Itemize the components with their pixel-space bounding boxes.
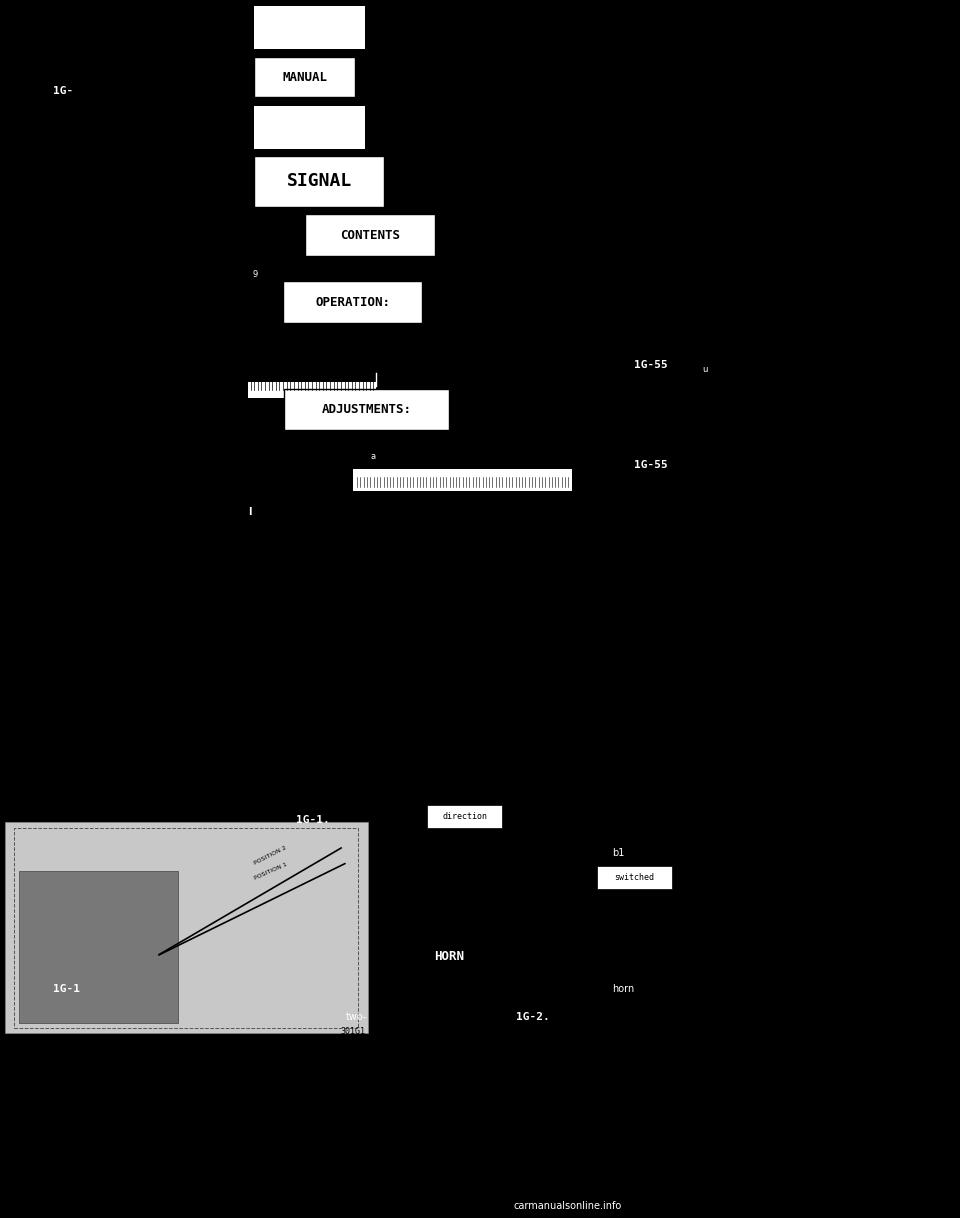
Text: 301G1: 301G1 bbox=[341, 1027, 366, 1037]
Text: two-: two- bbox=[346, 1012, 367, 1022]
FancyBboxPatch shape bbox=[254, 57, 355, 97]
FancyBboxPatch shape bbox=[19, 871, 178, 1023]
Text: HORN: HORN bbox=[434, 950, 464, 962]
Text: MANUAL: MANUAL bbox=[282, 71, 327, 84]
FancyBboxPatch shape bbox=[248, 382, 376, 398]
Text: carmanualsonline.info: carmanualsonline.info bbox=[514, 1201, 622, 1211]
FancyBboxPatch shape bbox=[254, 106, 365, 149]
Text: switched: switched bbox=[614, 873, 655, 882]
Text: CONTENTS: CONTENTS bbox=[340, 229, 400, 241]
FancyBboxPatch shape bbox=[284, 389, 449, 430]
Text: b1: b1 bbox=[612, 848, 625, 857]
Text: 1G-1.: 1G-1. bbox=[296, 815, 329, 825]
Text: POSITION 1: POSITION 1 bbox=[253, 861, 288, 881]
Text: u: u bbox=[703, 364, 708, 374]
Text: SIGNAL: SIGNAL bbox=[287, 173, 351, 190]
Text: 1G-2.: 1G-2. bbox=[516, 1012, 550, 1022]
Text: POSITION 2: POSITION 2 bbox=[253, 844, 288, 866]
Text: ADJUSTMENTS:: ADJUSTMENTS: bbox=[322, 403, 412, 415]
FancyBboxPatch shape bbox=[283, 281, 422, 323]
Text: 1G-55: 1G-55 bbox=[634, 460, 667, 470]
FancyBboxPatch shape bbox=[305, 214, 435, 256]
Text: I: I bbox=[248, 507, 252, 516]
Text: 1G-: 1G- bbox=[53, 86, 73, 96]
FancyBboxPatch shape bbox=[5, 822, 368, 1033]
Text: 1G-1: 1G-1 bbox=[53, 984, 80, 994]
Text: 1G-55: 1G-55 bbox=[634, 361, 667, 370]
Text: direction: direction bbox=[443, 812, 487, 821]
FancyBboxPatch shape bbox=[427, 805, 502, 828]
FancyBboxPatch shape bbox=[254, 6, 365, 49]
Text: a: a bbox=[371, 452, 375, 462]
FancyBboxPatch shape bbox=[597, 866, 672, 889]
Text: horn: horn bbox=[612, 984, 635, 994]
Text: OPERATION:: OPERATION: bbox=[315, 296, 391, 308]
FancyBboxPatch shape bbox=[353, 469, 572, 491]
Text: 9: 9 bbox=[252, 269, 257, 279]
FancyBboxPatch shape bbox=[254, 156, 384, 207]
